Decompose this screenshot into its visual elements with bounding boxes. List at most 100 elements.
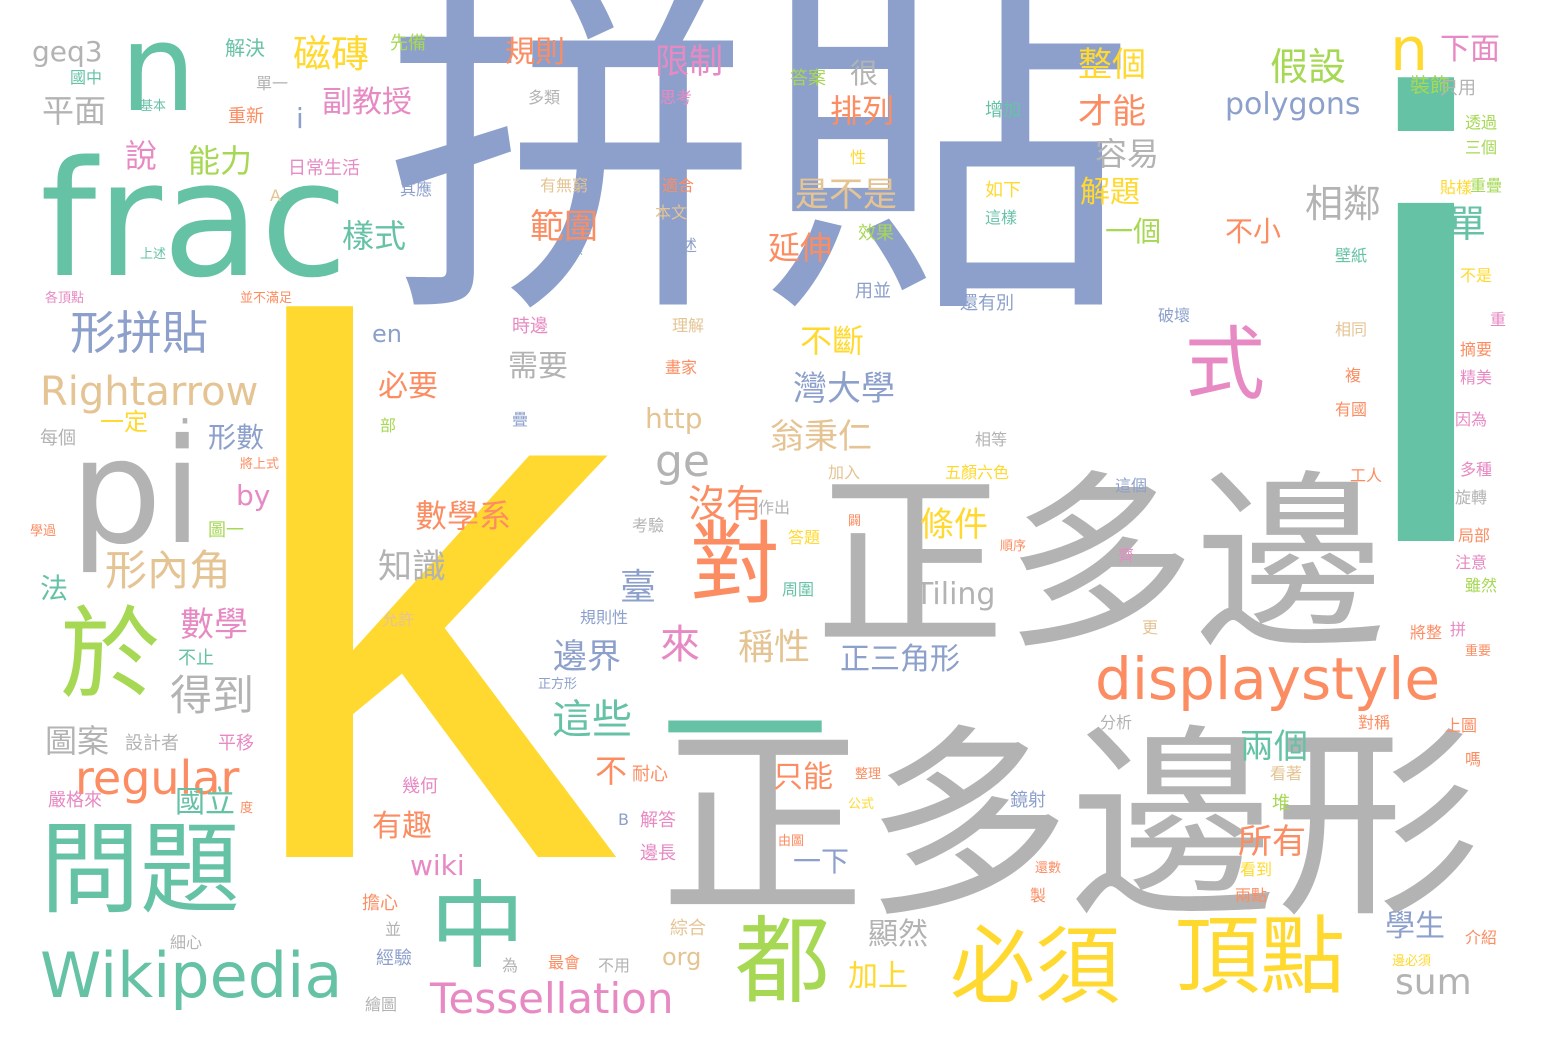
word-guozhong: 國中: [70, 68, 103, 87]
word-buzhi: 不止: [178, 648, 214, 669]
word-http: http: [645, 402, 703, 435]
word-zonghe: 綜合: [670, 918, 706, 939]
word-gedingdian: 各頂點: [45, 291, 85, 306]
word-zheyang: 這樣: [985, 208, 1018, 227]
word-xuyao: 需要: [508, 349, 568, 384]
word-kandao: 看到: [1240, 860, 1273, 879]
word-ruxia: 如下: [985, 180, 1021, 201]
word-daan: 答案: [790, 68, 826, 89]
word-shunxu: 順序: [1000, 539, 1027, 554]
word-i-large: i: [1355, 0, 1498, 677]
word-jieshao: 介紹: [1465, 928, 1498, 947]
word-xianglin: 相鄰: [1305, 182, 1382, 226]
word-cizhuan: 磁磚: [293, 32, 370, 76]
word-sum: sum: [1395, 962, 1472, 1003]
word-zengjia: 增加: [985, 100, 1021, 121]
word-bianbixu: 邊必須: [1392, 954, 1432, 969]
word-xi: 係: [570, 244, 584, 259]
word-wiki: wiki: [410, 849, 465, 882]
word-duolei: 多類: [528, 88, 561, 107]
word-xianbei: 先備: [390, 33, 426, 54]
word-qi: 齊: [1118, 546, 1135, 565]
word-huajia: 畫家: [665, 358, 698, 377]
word-bing: 並: [385, 920, 402, 939]
word-zhishi: 知識: [378, 547, 446, 587]
word-kanzhe: 看著: [1270, 764, 1303, 783]
word-bu-small: 部: [380, 416, 397, 435]
word-yu: 於: [60, 596, 160, 713]
word-wengbingren: 翁秉仁: [770, 417, 872, 457]
word-liangdian: 兩點: [1235, 886, 1268, 905]
word-shi: 式: [1185, 318, 1265, 411]
word-xixin: 細心: [170, 933, 203, 952]
word-gongshi: 公式: [848, 797, 875, 812]
word-tieyang: 貼樣: [1440, 178, 1473, 197]
word-zhineng: 只能: [773, 760, 833, 795]
word-k: k: [235, 170, 615, 1019]
word-pintie: 拼貼: [385, 0, 1135, 365]
word-jihe: 幾何: [402, 776, 438, 797]
word-jiejue: 解決: [225, 36, 265, 60]
word-n-large: n: [120, 0, 197, 139]
word-frac: frac: [40, 126, 349, 313]
word-zhong: 中: [430, 872, 526, 982]
word-wuyanliuse: 五顏六色: [945, 463, 1010, 482]
word-bianchang: 邊長: [640, 843, 676, 864]
word-jieti: 解題: [1080, 175, 1140, 210]
word-pi: pi: [70, 408, 203, 577]
word-xiaoguo: 效果: [858, 223, 894, 244]
word-sange: 三個: [1465, 138, 1498, 157]
word-guoli: 國立: [175, 785, 235, 820]
word-liangge: 兩個: [1240, 727, 1308, 767]
word-xiangtong: 相同: [1335, 320, 1368, 339]
word-yangshi: 樣式: [342, 217, 407, 255]
word-bushi: 不是: [1460, 266, 1493, 285]
word-en: en: [372, 320, 402, 348]
word-dedao: 得到: [170, 671, 255, 720]
word-chengxing: 稱性: [738, 627, 811, 668]
word-displaystyle: displaystyle: [1095, 645, 1441, 713]
word-ma: 嗎: [1465, 750, 1482, 769]
word-caineng: 才能: [1078, 92, 1146, 132]
word-suoyou: 所有: [1238, 822, 1306, 862]
word-bu: 不: [595, 752, 628, 790]
word-jiangzheng: 將整: [1410, 623, 1443, 642]
word-jingyan: 經驗: [376, 948, 412, 969]
word-haishu: 還數: [1035, 861, 1062, 876]
word-meiyou: 沒有: [688, 482, 765, 526]
word-yunxu: 允許: [382, 610, 415, 629]
word-jingshe: 鏡射: [1010, 790, 1046, 811]
word-pohuai: 破壞: [1158, 306, 1191, 325]
word-chongxin: 重新: [228, 106, 264, 127]
word-xingpintie: 形拼貼: [70, 306, 208, 360]
word-suiran: 雖然: [1465, 576, 1498, 595]
word-zhengfangxing: 正方形: [538, 677, 578, 692]
word-bianjie: 邊界: [553, 637, 621, 677]
word-zhege: 這個: [1115, 476, 1148, 495]
word-pin: 拼: [1450, 620, 1467, 639]
word-regular: regular: [75, 751, 240, 805]
word-buyong: 不用: [598, 956, 631, 975]
word-rongyi: 容易: [1095, 135, 1160, 173]
word-youqu: 有趣: [372, 809, 432, 844]
word-lai: 來: [660, 622, 700, 668]
word-chong: 重: [1490, 310, 1507, 329]
word-tiaojian: 條件: [920, 505, 988, 545]
word-zuihui: 最會: [548, 953, 581, 972]
word-huitu: 繪圖: [365, 995, 398, 1014]
word-rightarrow: Rightarrow: [40, 369, 259, 415]
word-biyao: 必要: [378, 369, 438, 404]
word-xiangdeng: 相等: [975, 430, 1008, 449]
word-zhuangshi: 裝飾: [1410, 73, 1450, 97]
word-lijie: 理解: [672, 316, 705, 335]
word-shangshu: 上述: [140, 247, 167, 262]
word-xingneijiao: 形內角: [105, 546, 232, 595]
word-tai: 臺: [620, 567, 657, 608]
word-tessellation: Tessellation: [430, 974, 674, 1023]
word-jubu: 局部: [1458, 526, 1491, 545]
word-dash: —: [660, 616, 830, 814]
word-org: org: [662, 943, 702, 971]
word-jiandan: 簡單: [1410, 202, 1487, 246]
word-jiben: 基本: [140, 99, 167, 114]
word-zhengduobian: 正多邊: [815, 454, 1386, 675]
